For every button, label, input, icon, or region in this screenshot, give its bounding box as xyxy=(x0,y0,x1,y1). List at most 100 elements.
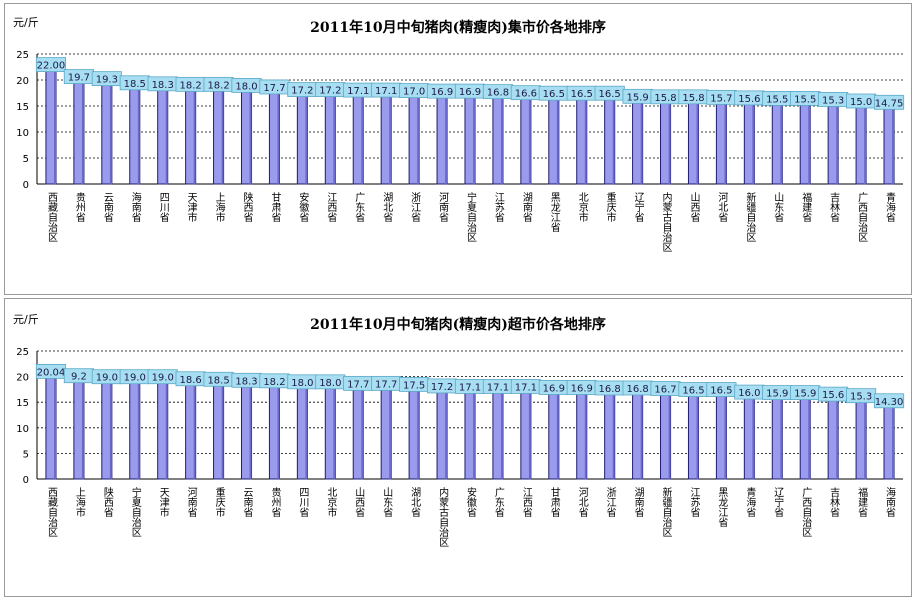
x-tick-label: 西藏自治区 xyxy=(45,192,57,242)
x-tick-label: 新疆自治区 xyxy=(660,486,672,537)
bar-shade xyxy=(752,102,755,184)
data-label: 17.7 xyxy=(375,379,397,390)
data-label: 19.0 xyxy=(96,373,118,384)
data-label: 19.3 xyxy=(96,75,118,86)
x-tick-label: 广东省 xyxy=(353,192,365,223)
y-tick-label: 10 xyxy=(16,128,29,139)
x-tick-label: 上海市 xyxy=(73,487,85,518)
bar-shade xyxy=(445,390,448,479)
y-tick-label: 20 xyxy=(16,373,29,384)
x-tick-label: 河南省 xyxy=(185,487,197,518)
data-label: 17.1 xyxy=(375,86,397,97)
bar-shade xyxy=(165,88,168,184)
bar-shade xyxy=(137,87,140,184)
x-tick-label: 河南省 xyxy=(437,192,449,223)
data-label: 16.8 xyxy=(626,384,648,395)
data-label: 16.6 xyxy=(515,89,537,100)
bar-shade xyxy=(53,376,56,479)
bar-shade xyxy=(109,83,112,184)
chart-panel-market: 2011年10月中旬猪肉(精瘦肉)集市价各地排序 元/斤 0 5 10 15 20 25 2… xyxy=(4,3,912,295)
bar-shade xyxy=(221,384,224,479)
x-tick-label: 宁夏自治区 xyxy=(129,486,141,537)
y-tick-label: 15 xyxy=(16,398,29,409)
x-tick-label: 云南省 xyxy=(241,487,253,518)
data-label: 16.8 xyxy=(487,88,509,99)
data-label: 19.7 xyxy=(68,73,90,84)
x-tick-label: 福建省 xyxy=(800,191,812,223)
x-tick-label: 福建省 xyxy=(856,486,868,518)
data-label: 18.0 xyxy=(319,378,341,389)
bar-shade xyxy=(640,392,643,479)
y-tick-label: 15 xyxy=(16,102,29,113)
x-tick-label: 湖北省 xyxy=(409,487,421,518)
bar-shade xyxy=(389,388,392,479)
x-tick-label: 海南省 xyxy=(129,191,141,223)
data-label: 17.2 xyxy=(291,86,313,97)
x-tick-label: 海南省 xyxy=(884,486,896,518)
bar-shade xyxy=(473,96,476,184)
x-tick-label: 河北省 xyxy=(716,192,728,223)
data-label: 17.5 xyxy=(403,380,425,391)
bar-shade xyxy=(249,385,252,479)
data-label: 17.2 xyxy=(431,382,453,393)
y-axis-unit: 元/斤 xyxy=(13,313,39,326)
data-label: 17.7 xyxy=(347,379,369,390)
data-label: 19.0 xyxy=(124,373,146,384)
data-label: 15.0 xyxy=(850,97,872,108)
x-tick-label: 内蒙古自治区 xyxy=(437,486,449,547)
data-label: 16.8 xyxy=(599,384,621,395)
bar-shade xyxy=(221,89,224,184)
x-tick-label: 甘肃省 xyxy=(548,486,560,518)
data-label: 17.7 xyxy=(263,83,285,94)
x-tick-label: 重庆市 xyxy=(604,191,616,223)
bar-shade xyxy=(361,388,364,479)
data-label: 18.5 xyxy=(124,79,146,90)
bar-shade xyxy=(417,95,420,184)
data-label: 15.3 xyxy=(822,95,844,106)
chart-panel-supermarket: 2011年10月中旬猪肉(精瘦肉)超市价各地排序 元/斤 0 5 10 15 20 25 2… xyxy=(4,298,912,597)
x-tick-label: 青海省 xyxy=(744,486,756,518)
bar-shade xyxy=(445,96,448,184)
bar-shade xyxy=(305,94,308,184)
x-tick-label: 宁夏自治区 xyxy=(465,191,477,242)
bar-shade xyxy=(640,101,643,184)
chart-title: 2011年10月中旬猪肉(精瘦肉)集市价各地排序 xyxy=(310,19,606,36)
x-tick-label: 江苏省 xyxy=(688,487,700,518)
bar-shade xyxy=(584,98,587,184)
data-label: 17.2 xyxy=(319,86,341,97)
data-label: 22.00 xyxy=(37,61,66,72)
data-label: 18.3 xyxy=(152,80,174,91)
x-tick-label: 浙江省 xyxy=(604,487,616,518)
x-tick-label: 湖南省 xyxy=(520,192,532,223)
data-label: 15.5 xyxy=(794,94,816,105)
data-label: 17.1 xyxy=(487,382,509,393)
bar-shade xyxy=(892,405,895,479)
data-label: 16.5 xyxy=(571,89,593,100)
bar-shade xyxy=(305,386,308,479)
x-tick-label: 四川省 xyxy=(297,487,309,518)
bar-shade xyxy=(528,391,531,479)
data-label: 16.0 xyxy=(738,388,760,399)
bar-shade xyxy=(473,391,476,479)
x-tick-label: 北京市 xyxy=(576,192,588,223)
bar-shade xyxy=(53,69,56,184)
data-label: 16.5 xyxy=(682,386,704,397)
bar-shade xyxy=(696,394,699,479)
data-label-box xyxy=(873,393,905,409)
y-tick-label: 0 xyxy=(23,180,29,191)
x-tick-label: 山东省 xyxy=(772,192,784,223)
x-tick-label: 辽宁省 xyxy=(772,487,784,518)
bar-shade xyxy=(724,394,727,479)
x-tick-label: 山西省 xyxy=(353,487,365,518)
x-tick-label: 湖南省 xyxy=(632,487,644,518)
data-label: 14.75 xyxy=(875,98,904,109)
data-label: 15.3 xyxy=(850,392,872,403)
x-tick-label: 黑龙江省 xyxy=(548,192,560,233)
x-tick-label: 吉林省 xyxy=(828,192,840,223)
bar-shade xyxy=(417,389,420,479)
data-label: 15.6 xyxy=(738,94,760,105)
x-tick-label: 浙江省 xyxy=(409,192,421,223)
y-tick-label: 0 xyxy=(23,475,29,486)
x-tick-label: 广东省 xyxy=(492,487,504,518)
